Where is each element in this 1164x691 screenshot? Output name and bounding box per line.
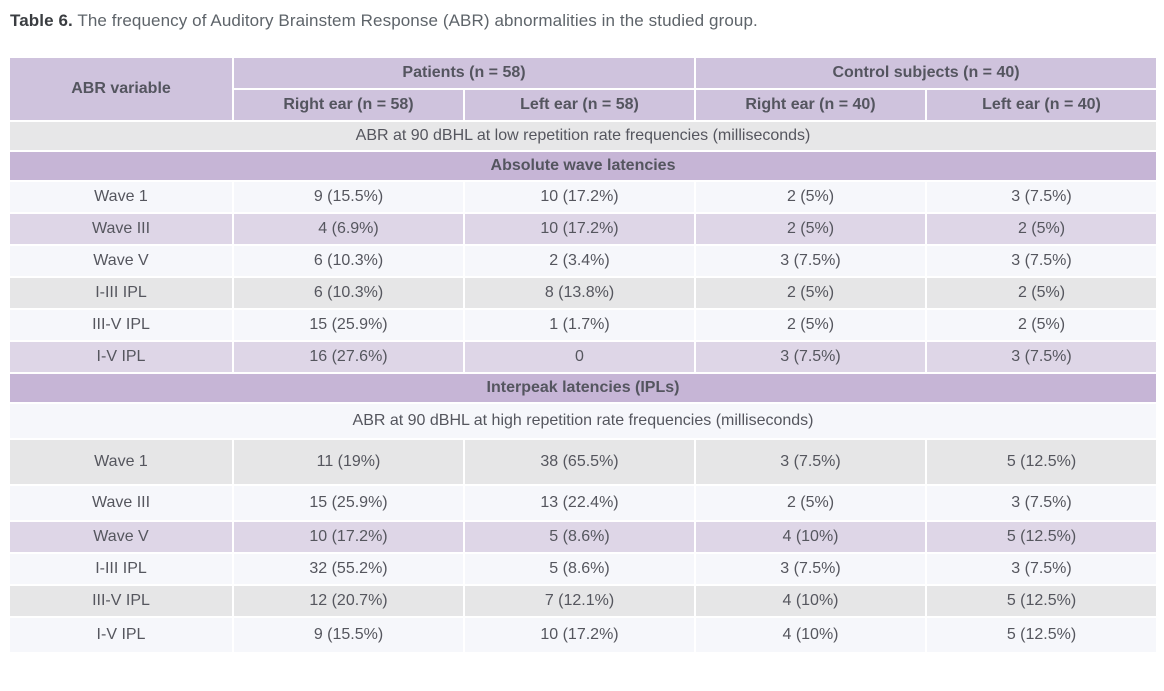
data-cell: 9 (15.5%): [234, 182, 463, 212]
column-header: Right ear (n = 40): [696, 90, 925, 120]
table-caption: Table 6. The frequency of Auditory Brain…: [10, 10, 1156, 32]
data-cell: 10 (17.2%): [465, 618, 694, 652]
section-band-absolute-latencies: Absolute wave latencies: [10, 152, 1157, 180]
data-cell: 38 (65.5%): [465, 440, 694, 484]
data-cell: 3 (7.5%): [927, 342, 1157, 372]
row-label-cell: Wave 1: [10, 182, 232, 212]
data-cell: 13 (22.4%): [465, 486, 694, 520]
table-caption-label: Table 6.: [10, 11, 73, 30]
row-label-cell: III-V IPL: [10, 310, 232, 340]
table-row: Wave III 4 (6.9%) 10 (17.2%) 2 (5%) 2 (5…: [10, 214, 1157, 244]
data-cell: 3 (7.5%): [927, 554, 1157, 584]
condition-label: ABR at 90 dBHL at high repetition rate f…: [10, 404, 1157, 438]
data-cell: 11 (19%): [234, 440, 463, 484]
table-caption-text: The frequency of Auditory Brainstem Resp…: [77, 11, 758, 30]
data-cell: 2 (5%): [927, 278, 1157, 308]
table-row: I-III IPL 32 (55.2%) 5 (8.6%) 3 (7.5%) 3…: [10, 554, 1157, 584]
data-cell: 2 (5%): [696, 486, 925, 520]
data-cell: 2 (5%): [927, 214, 1157, 244]
data-cell: 5 (12.5%): [927, 440, 1157, 484]
data-cell: 6 (10.3%): [234, 246, 463, 276]
column-header: Left ear (n = 40): [927, 90, 1157, 120]
data-cell: 32 (55.2%): [234, 554, 463, 584]
row-label-cell: Wave 1: [10, 440, 232, 484]
data-cell: 10 (17.2%): [465, 214, 694, 244]
data-cell: 8 (13.8%): [465, 278, 694, 308]
group-header-patients: Patients (n = 58): [234, 58, 694, 88]
data-cell: 2 (3.4%): [465, 246, 694, 276]
row-label-cell: Wave V: [10, 246, 232, 276]
data-cell: 2 (5%): [696, 278, 925, 308]
data-cell: 3 (7.5%): [696, 342, 925, 372]
row-label-cell: Wave III: [10, 486, 232, 520]
data-cell: 1 (1.7%): [465, 310, 694, 340]
data-cell: 3 (7.5%): [927, 486, 1157, 520]
data-cell: 3 (7.5%): [696, 440, 925, 484]
table-row: Wave III 15 (25.9%) 13 (22.4%) 2 (5%) 3 …: [10, 486, 1157, 520]
row-label-cell: Wave III: [10, 214, 232, 244]
abr-table: ABR variable Patients (n = 58) Control s…: [8, 56, 1159, 654]
table-row: Wave 1 9 (15.5%) 10 (17.2%) 2 (5%) 3 (7.…: [10, 182, 1157, 212]
data-cell: 9 (15.5%): [234, 618, 463, 652]
data-cell: 6 (10.3%): [234, 278, 463, 308]
row-label-cell: I-III IPL: [10, 554, 232, 584]
data-cell: 5 (12.5%): [927, 522, 1157, 552]
data-cell: 7 (12.1%): [465, 586, 694, 616]
row-label-cell: I-V IPL: [10, 342, 232, 372]
row-label-cell: III-V IPL: [10, 586, 232, 616]
section-band-label: Absolute wave latencies: [10, 152, 1157, 180]
data-cell: 2 (5%): [696, 310, 925, 340]
data-cell: 5 (12.5%): [927, 586, 1157, 616]
data-cell: 4 (10%): [696, 522, 925, 552]
table-row: I-V IPL 9 (15.5%) 10 (17.2%) 4 (10%) 5 (…: [10, 618, 1157, 652]
data-cell: 3 (7.5%): [696, 246, 925, 276]
data-cell: 0: [465, 342, 694, 372]
row-label-cell: Wave V: [10, 522, 232, 552]
row-label-cell: I-V IPL: [10, 618, 232, 652]
data-cell: 2 (5%): [696, 214, 925, 244]
table-row: III-V IPL 15 (25.9%) 1 (1.7%) 2 (5%) 2 (…: [10, 310, 1157, 340]
row-label-cell: I-III IPL: [10, 278, 232, 308]
data-cell: 10 (17.2%): [465, 182, 694, 212]
data-cell: 3 (7.5%): [696, 554, 925, 584]
data-cell: 2 (5%): [696, 182, 925, 212]
section-band-interpeak-latencies: Interpeak latencies (IPLs): [10, 374, 1157, 402]
data-cell: 15 (25.9%): [234, 310, 463, 340]
data-cell: 10 (17.2%): [234, 522, 463, 552]
data-cell: 15 (25.9%): [234, 486, 463, 520]
table-row: Wave 1 11 (19%) 38 (65.5%) 3 (7.5%) 5 (1…: [10, 440, 1157, 484]
data-cell: 5 (8.6%): [465, 554, 694, 584]
data-cell: 12 (20.7%): [234, 586, 463, 616]
sub-header-row: Right ear (n = 58) Left ear (n = 58) Rig…: [10, 90, 1157, 120]
data-cell: 5 (8.6%): [465, 522, 694, 552]
data-cell: 5 (12.5%): [927, 618, 1157, 652]
data-cell: 4 (10%): [696, 586, 925, 616]
data-cell: 16 (27.6%): [234, 342, 463, 372]
condition-label: ABR at 90 dBHL at low repetition rate fr…: [10, 122, 1157, 150]
column-header: Right ear (n = 58): [234, 90, 463, 120]
condition-row-high-rate: ABR at 90 dBHL at high repetition rate f…: [10, 404, 1157, 438]
section-band-label: Interpeak latencies (IPLs): [10, 374, 1157, 402]
data-cell: 3 (7.5%): [927, 182, 1157, 212]
table-row: I-V IPL 16 (27.6%) 0 3 (7.5%) 3 (7.5%): [10, 342, 1157, 372]
group-header-controls: Control subjects (n = 40): [696, 58, 1157, 88]
data-cell: 4 (10%): [696, 618, 925, 652]
data-cell: 2 (5%): [927, 310, 1157, 340]
group-header-row: ABR variable Patients (n = 58) Control s…: [10, 58, 1157, 120]
data-cell: 3 (7.5%): [927, 246, 1157, 276]
table-row: Wave V 10 (17.2%) 5 (8.6%) 4 (10%) 5 (12…: [10, 522, 1157, 552]
data-cell: 4 (6.9%): [234, 214, 463, 244]
table-row: I-III IPL 6 (10.3%) 8 (13.8%) 2 (5%) 2 (…: [10, 278, 1157, 308]
table-row: Wave V 6 (10.3%) 2 (3.4%) 3 (7.5%) 3 (7.…: [10, 246, 1157, 276]
page: Table 6. The frequency of Auditory Brain…: [8, 10, 1159, 654]
condition-row-low-rate: ABR at 90 dBHL at low repetition rate fr…: [10, 122, 1157, 150]
column-header: Left ear (n = 58): [465, 90, 694, 120]
table-row: III-V IPL 12 (20.7%) 7 (12.1%) 4 (10%) 5…: [10, 586, 1157, 616]
corner-header-cell: ABR variable: [10, 58, 232, 120]
